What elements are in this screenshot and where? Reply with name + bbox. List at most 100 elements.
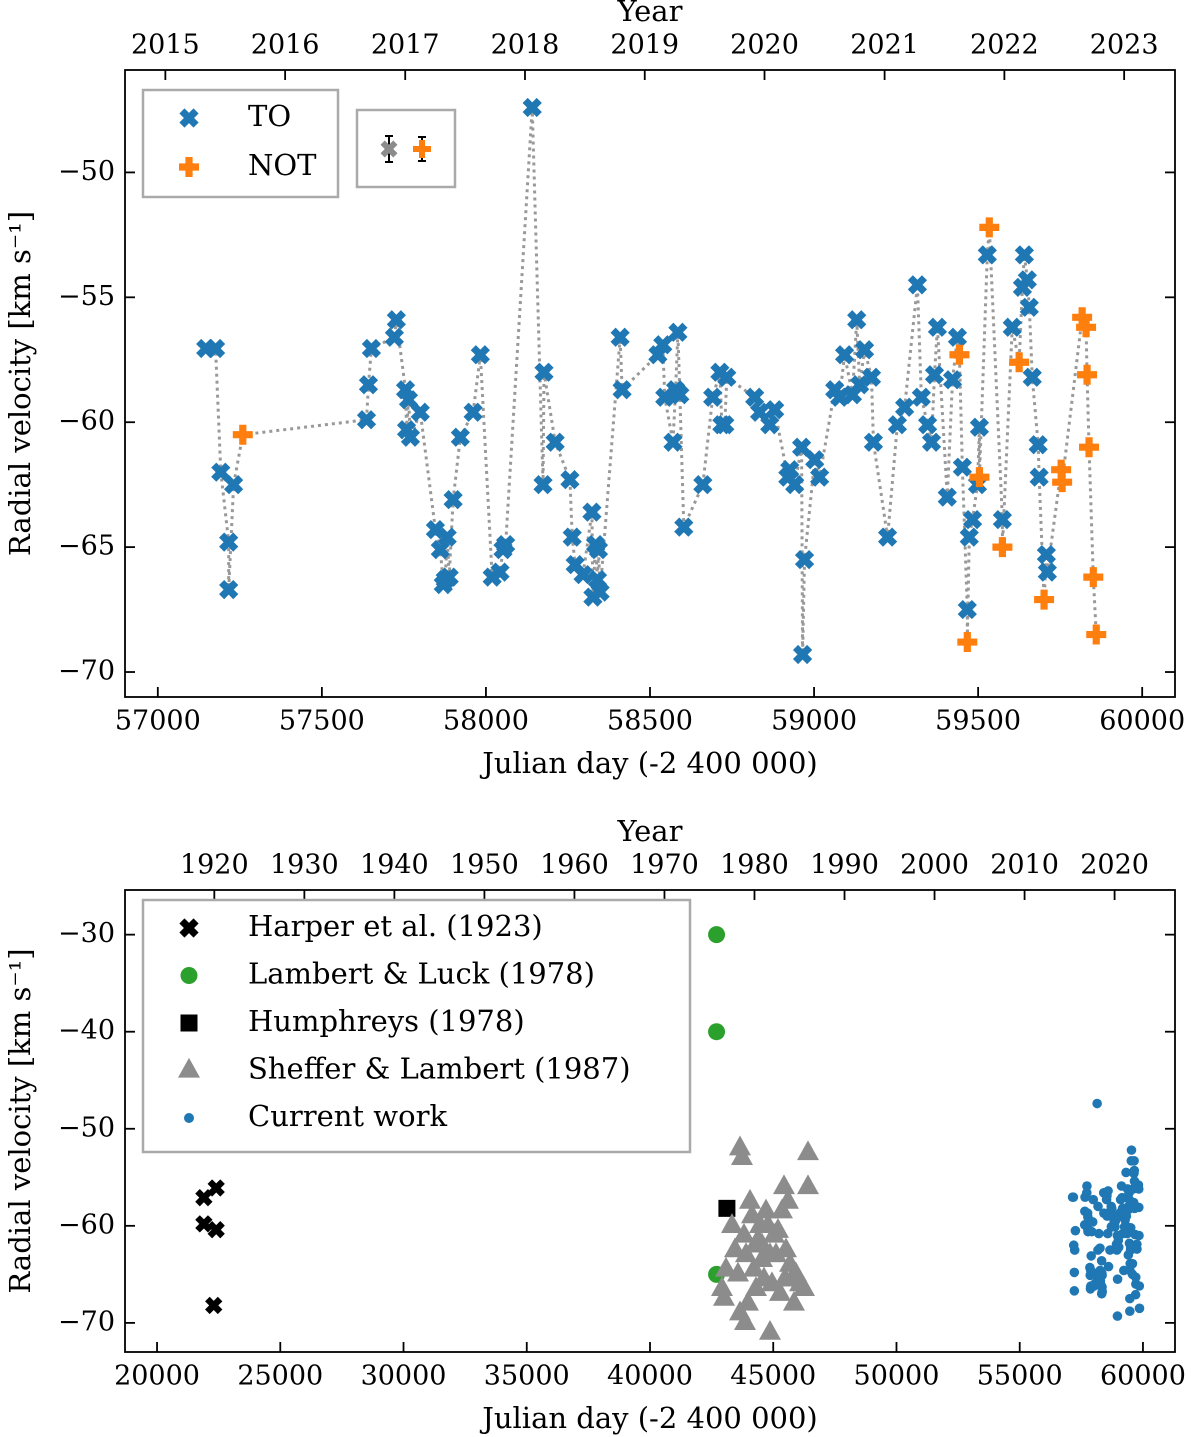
marker-triangle: [796, 1174, 819, 1195]
marker-dot: [1127, 1269, 1138, 1280]
marker-x: [834, 345, 855, 365]
marker-x: [792, 644, 813, 665]
legend-marker: [180, 1014, 198, 1032]
marker-plus: [1072, 307, 1093, 328]
error-key-marker: [413, 140, 431, 158]
marker-triangle: [772, 1174, 795, 1195]
y-tick-label: −40: [58, 1015, 115, 1046]
marker-triangle: [738, 1188, 761, 1209]
marker-dot: [1069, 1267, 1080, 1278]
marker-x: [703, 387, 723, 407]
marker-dot: [1069, 1286, 1080, 1296]
x2-tick-label: 1980: [720, 850, 789, 881]
marker-x: [398, 390, 419, 410]
marker-x: [439, 567, 459, 587]
marker-x: [921, 432, 942, 452]
marker-dot: [1113, 1235, 1124, 1246]
marker-triangle: [710, 1276, 733, 1297]
marker-x: [612, 380, 632, 400]
marker-x: [927, 317, 948, 337]
x-tick-label: 58000: [443, 706, 529, 737]
marker-x: [573, 564, 593, 585]
marker-x: [207, 1179, 225, 1197]
marker-x: [1028, 435, 1048, 455]
marker-x: [437, 527, 457, 547]
marker-triangle: [782, 1290, 805, 1311]
marker-x: [962, 510, 983, 530]
legend-label: Current work: [248, 1099, 447, 1133]
x-tick-label: 50000: [854, 1361, 940, 1392]
legend-label: Sheffer & Lambert (1987): [248, 1052, 631, 1086]
marker-plus: [969, 467, 990, 488]
marker-x: [670, 385, 690, 405]
x2-tick-label: 2020: [730, 30, 799, 61]
marker-x: [522, 97, 542, 118]
marker-x: [877, 527, 898, 547]
marker-triangle: [774, 1237, 797, 1258]
error-key-box: [355, 108, 457, 189]
marker-dot: [1092, 1098, 1102, 1109]
marker-x: [386, 310, 406, 330]
marker-x: [924, 365, 945, 385]
marker-x: [205, 338, 226, 359]
marker-x: [992, 510, 1013, 530]
marker-plus: [1079, 437, 1100, 458]
x-tick-label: 60000: [1100, 1361, 1186, 1392]
marker-x: [490, 562, 510, 582]
marker-triangle: [732, 1222, 755, 1243]
marker-dot: [1103, 1186, 1113, 1196]
marker-dot: [1097, 1287, 1108, 1297]
marker-dot: [1095, 1243, 1105, 1253]
marker-dot: [1096, 1255, 1107, 1266]
marker-circle: [708, 1023, 726, 1041]
marker-x: [911, 387, 931, 407]
legend-box: [141, 898, 692, 1154]
marker-x: [219, 579, 239, 600]
marker-dot: [1086, 1251, 1096, 1261]
x-tick-label: 40000: [607, 1361, 693, 1392]
marker-triangle: [776, 1188, 799, 1209]
marker-x: [223, 475, 244, 495]
marker-x: [587, 569, 608, 590]
marker-triangle: [728, 1135, 751, 1156]
marker-plus: [992, 537, 1013, 558]
marker-dot: [1097, 1270, 1107, 1281]
marker-dot: [1103, 1261, 1114, 1272]
marker-x: [785, 475, 805, 495]
marker-x: [937, 487, 957, 507]
marker-x: [1002, 317, 1022, 337]
x2-tick-label: 2023: [1090, 30, 1159, 61]
marker-triangle: [721, 1213, 744, 1233]
marker-x: [861, 367, 882, 387]
marker-x: [854, 340, 875, 360]
legend-label: TO: [248, 99, 291, 133]
x2-tick-label: 2016: [251, 30, 320, 61]
legend-marker: [178, 1057, 200, 1078]
marker-dot: [1129, 1165, 1140, 1176]
legend-label: Lambert & Luck (1978): [248, 957, 595, 991]
marker-x: [693, 475, 713, 495]
panel: −70 −65 −60 −55 −50 57000 57500 58000 58500 59000…: [3, 0, 1185, 780]
marker-x: [450, 427, 470, 447]
marker-x: [1019, 297, 1039, 317]
x2-tick-label: 1970: [630, 850, 699, 881]
x2-tick-label: 2020: [1080, 850, 1149, 881]
marker-circle: [708, 926, 726, 944]
marker-triangle: [714, 1256, 737, 1277]
marker-dot: [1087, 1217, 1098, 1227]
y-tick-label: −70: [58, 656, 115, 687]
marker-x: [717, 367, 737, 387]
marker-square: [718, 1199, 736, 1217]
marker-x: [207, 1221, 225, 1239]
marker-x: [847, 310, 867, 330]
marker-x: [887, 415, 908, 435]
marker-x: [959, 527, 979, 547]
x2-axis-label: Year: [617, 814, 683, 848]
marker-dot: [1070, 1225, 1081, 1236]
marker-plus: [1051, 459, 1072, 480]
panel: −70 −60 −50 −40 −30 20000 25000 30000 35000 40000…: [3, 814, 1186, 1435]
marker-dot: [1134, 1202, 1144, 1213]
marker-dot: [1112, 1274, 1123, 1285]
marker-dot: [1134, 1303, 1145, 1314]
